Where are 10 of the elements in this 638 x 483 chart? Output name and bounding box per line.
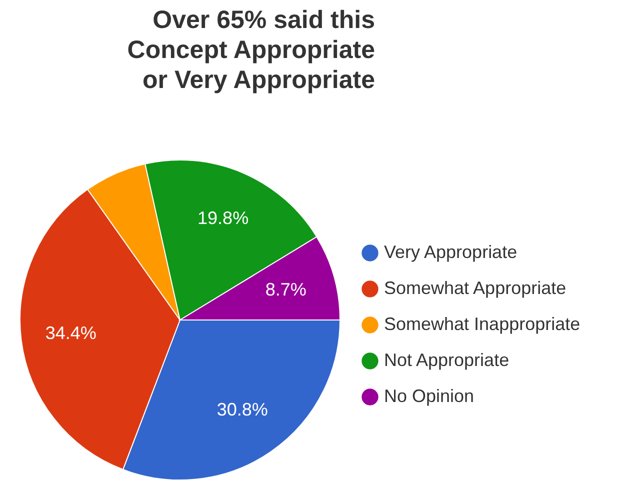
legend-label: Somewhat Inappropriate <box>384 314 580 334</box>
legend-label: Very Appropriate <box>384 242 518 262</box>
legend-label: No Opinion <box>384 386 474 406</box>
data-label: 30.8% <box>216 400 268 420</box>
data-label: 19.8% <box>198 208 249 228</box>
text: Over 65% said this Concept Appropriate or Very Appropriate <box>127 6 376 94</box>
legend-label: Not Appropriate <box>384 350 510 370</box>
legend-label: Somewhat Appropriate <box>384 278 566 298</box>
data-label: 8.7% <box>265 279 306 300</box>
data-label: 34.4% <box>45 322 96 343</box>
